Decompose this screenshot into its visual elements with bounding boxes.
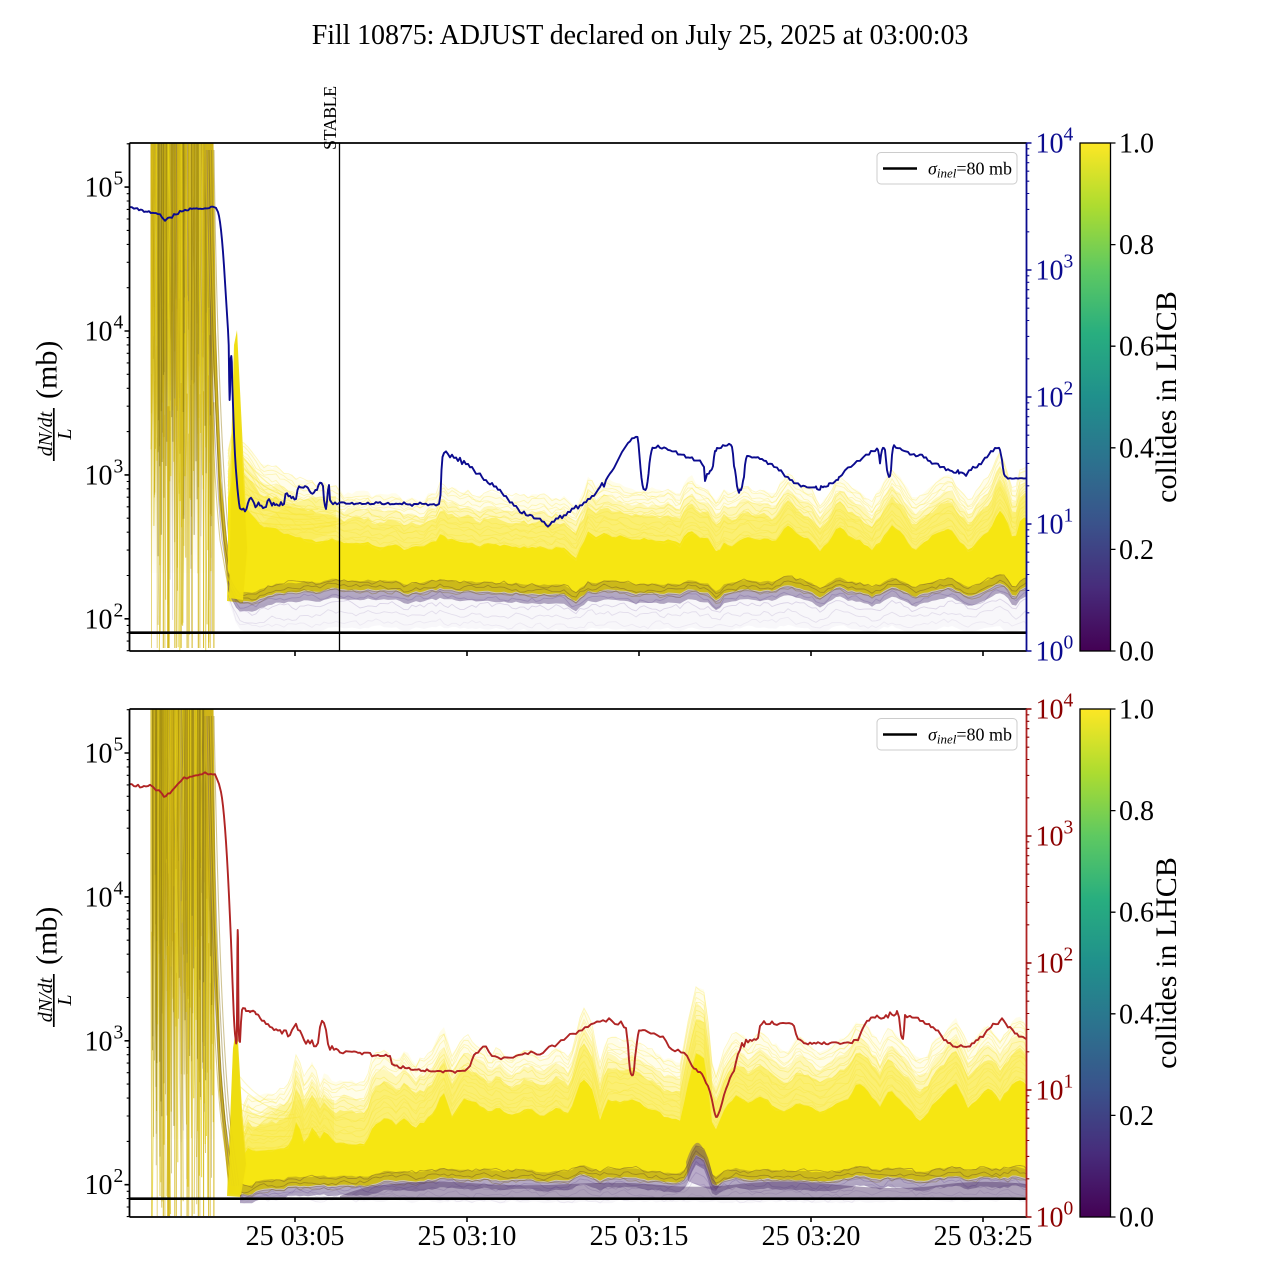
svg-text:0.0: 0.0	[1119, 1203, 1154, 1234]
svg-text:2: 2	[114, 600, 124, 621]
svg-text:2: 2	[1064, 379, 1074, 400]
svg-text:1.0: 1.0	[1119, 129, 1154, 160]
svg-text:0.4: 0.4	[1119, 433, 1154, 464]
svg-text:10: 10	[85, 1026, 113, 1057]
svg-text:1: 1	[1064, 1072, 1074, 1093]
svg-text:collides in LHCB: collides in LHCB	[1150, 291, 1183, 503]
svg-text:10: 10	[1036, 510, 1064, 541]
svg-text:10: 10	[85, 1170, 113, 1201]
svg-text:0.2: 0.2	[1119, 535, 1154, 566]
svg-text:10: 10	[1036, 637, 1064, 668]
svg-text:10: 10	[85, 460, 113, 491]
svg-text:10: 10	[85, 882, 113, 913]
svg-text:L: L	[54, 994, 76, 1006]
svg-text:(mb): (mb)	[31, 907, 64, 965]
svg-text:L: L	[54, 428, 76, 440]
svg-text:5: 5	[114, 735, 124, 756]
svg-text:10: 10	[1036, 383, 1064, 414]
svg-text:4: 4	[114, 313, 124, 334]
svg-text:10: 10	[1036, 129, 1064, 160]
svg-text:10: 10	[85, 739, 113, 770]
svg-text:2: 2	[1064, 945, 1074, 966]
svg-text:10: 10	[1036, 1203, 1064, 1234]
svg-text:0.8: 0.8	[1119, 796, 1154, 827]
svg-text:5: 5	[114, 169, 124, 190]
svg-text:4: 4	[114, 878, 124, 899]
svg-text:Fill 10875: ADJUST declared on: Fill 10875: ADJUST declared on July 25, …	[312, 20, 969, 51]
svg-text:σinel=80 mb: σinel=80 mb	[928, 159, 1012, 181]
svg-text:25 03:10: 25 03:10	[418, 1221, 517, 1252]
svg-text:dN/dt: dN/dt	[35, 411, 57, 456]
svg-text:10: 10	[85, 173, 113, 204]
svg-text:0.6: 0.6	[1119, 898, 1154, 929]
svg-text:3: 3	[1064, 252, 1074, 273]
svg-text:1.0: 1.0	[1119, 695, 1154, 726]
svg-text:4: 4	[1064, 125, 1074, 146]
svg-text:10: 10	[1036, 1076, 1064, 1107]
svg-text:25 03:15: 25 03:15	[590, 1221, 689, 1252]
svg-text:0: 0	[1064, 633, 1074, 654]
svg-text:3: 3	[114, 456, 124, 477]
svg-text:10: 10	[85, 317, 113, 348]
svg-text:0.4: 0.4	[1119, 999, 1154, 1030]
svg-text:10: 10	[1036, 695, 1064, 726]
svg-text:2: 2	[114, 1166, 124, 1187]
svg-text:0.6: 0.6	[1119, 332, 1154, 363]
svg-text:STABLE: STABLE	[320, 86, 340, 150]
svg-text:10: 10	[85, 604, 113, 635]
svg-text:25 03:05: 25 03:05	[246, 1221, 345, 1252]
svg-text:10: 10	[1036, 256, 1064, 287]
svg-text:3: 3	[1064, 818, 1074, 839]
svg-text:25 03:20: 25 03:20	[762, 1221, 861, 1252]
svg-text:10: 10	[1036, 822, 1064, 853]
svg-text:0: 0	[1064, 1199, 1074, 1220]
svg-text:4: 4	[1064, 691, 1074, 712]
svg-text:25 03:25: 25 03:25	[934, 1221, 1033, 1252]
svg-text:1: 1	[1064, 506, 1074, 527]
svg-text:(mb): (mb)	[31, 341, 64, 399]
svg-text:dN/dt: dN/dt	[35, 977, 57, 1022]
svg-text:0.0: 0.0	[1119, 637, 1154, 668]
svg-text:0.2: 0.2	[1119, 1101, 1154, 1132]
svg-text:0.8: 0.8	[1119, 230, 1154, 261]
svg-text:10: 10	[1036, 949, 1064, 980]
svg-text:σinel=80 mb: σinel=80 mb	[928, 725, 1012, 747]
svg-text:collides in LHCB: collides in LHCB	[1150, 857, 1183, 1069]
svg-text:3: 3	[114, 1022, 124, 1043]
